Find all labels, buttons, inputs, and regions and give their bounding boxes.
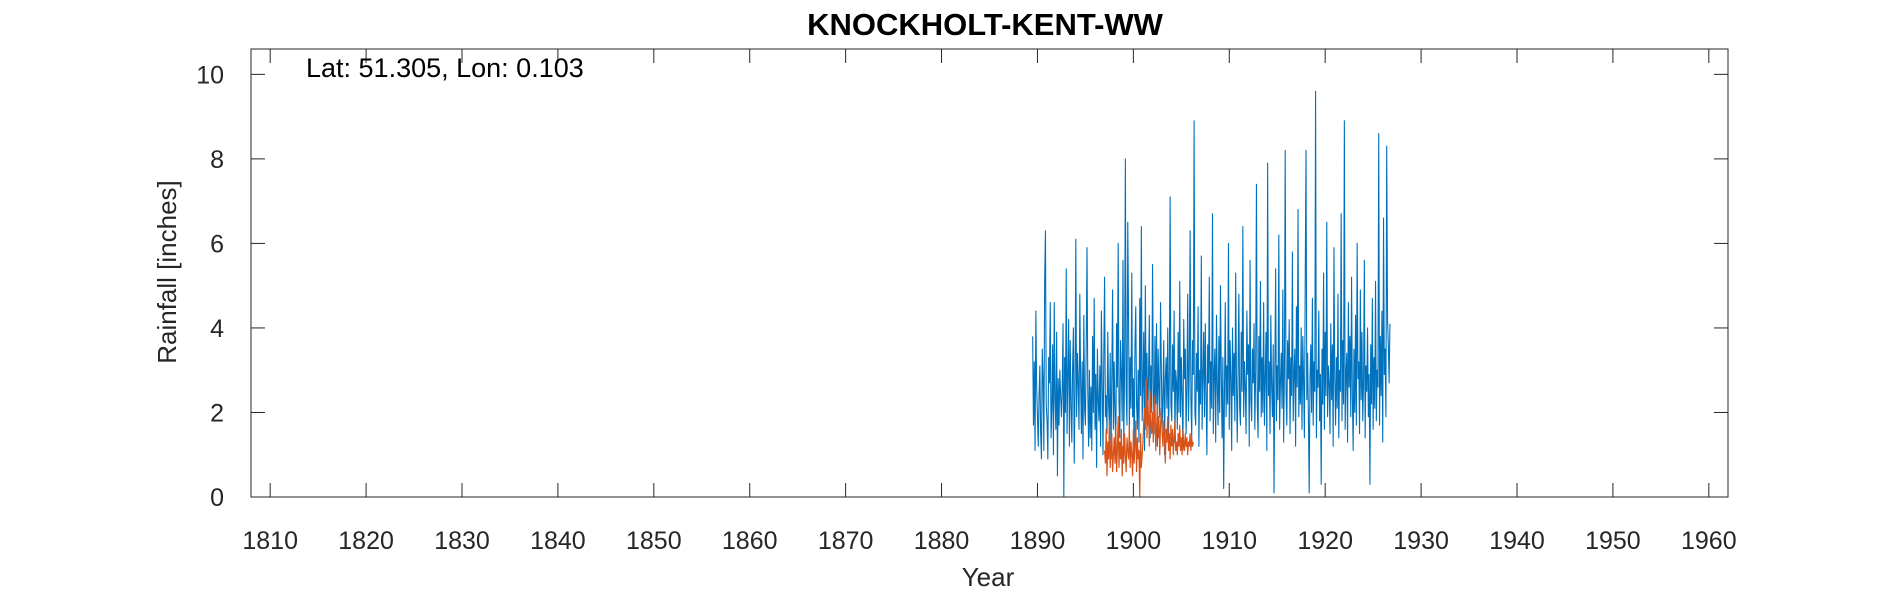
x-tick-label: 1930 <box>1393 527 1449 555</box>
y-tick-label: 4 <box>210 315 224 343</box>
y-tick-label: 8 <box>210 146 224 174</box>
y-tick-label: 10 <box>196 61 224 89</box>
series-line-blue <box>1032 90 1391 498</box>
y-tick-label: 6 <box>210 230 224 258</box>
x-tick-label: 1830 <box>434 527 490 555</box>
y-axis: 0 2 4 6 8 10 <box>196 61 1728 512</box>
chart-title: KNOCKHOLT-KENT-WW <box>807 7 1164 42</box>
x-axis-label: Year <box>962 562 1015 591</box>
x-tick-label: 1960 <box>1681 527 1737 555</box>
x-tick-label: 1860 <box>722 527 778 555</box>
x-tick-label: 1870 <box>818 527 874 555</box>
x-axis: 1810 1820 1830 1840 1850 1860 1870 1880 1890 1900… <box>242 49 1737 555</box>
x-tick-label: 1920 <box>1297 527 1353 555</box>
x-tick-label: 1820 <box>338 527 394 555</box>
x-tick-label: 1850 <box>626 527 682 555</box>
x-tick-label: 1890 <box>1010 527 1066 555</box>
x-tick-label: 1910 <box>1201 527 1257 555</box>
y-tick-label: 2 <box>210 399 224 427</box>
series-line-orange <box>1103 378 1194 498</box>
axes-box <box>250 48 1729 498</box>
x-tick-label: 1840 <box>530 527 586 555</box>
location-annotation: Lat: 51.305, Lon: 0.103 <box>306 53 584 83</box>
y-axis-label: Rainfall [inches] <box>152 180 182 364</box>
x-tick-label: 1810 <box>242 527 298 555</box>
x-tick-label: 1950 <box>1585 527 1641 555</box>
x-tick-label: 1880 <box>914 527 970 555</box>
x-tick-label: 1940 <box>1489 527 1545 555</box>
y-tick-label: 0 <box>210 484 224 512</box>
plot-lines <box>1032 90 1391 498</box>
x-tick-label: 1900 <box>1106 527 1162 555</box>
